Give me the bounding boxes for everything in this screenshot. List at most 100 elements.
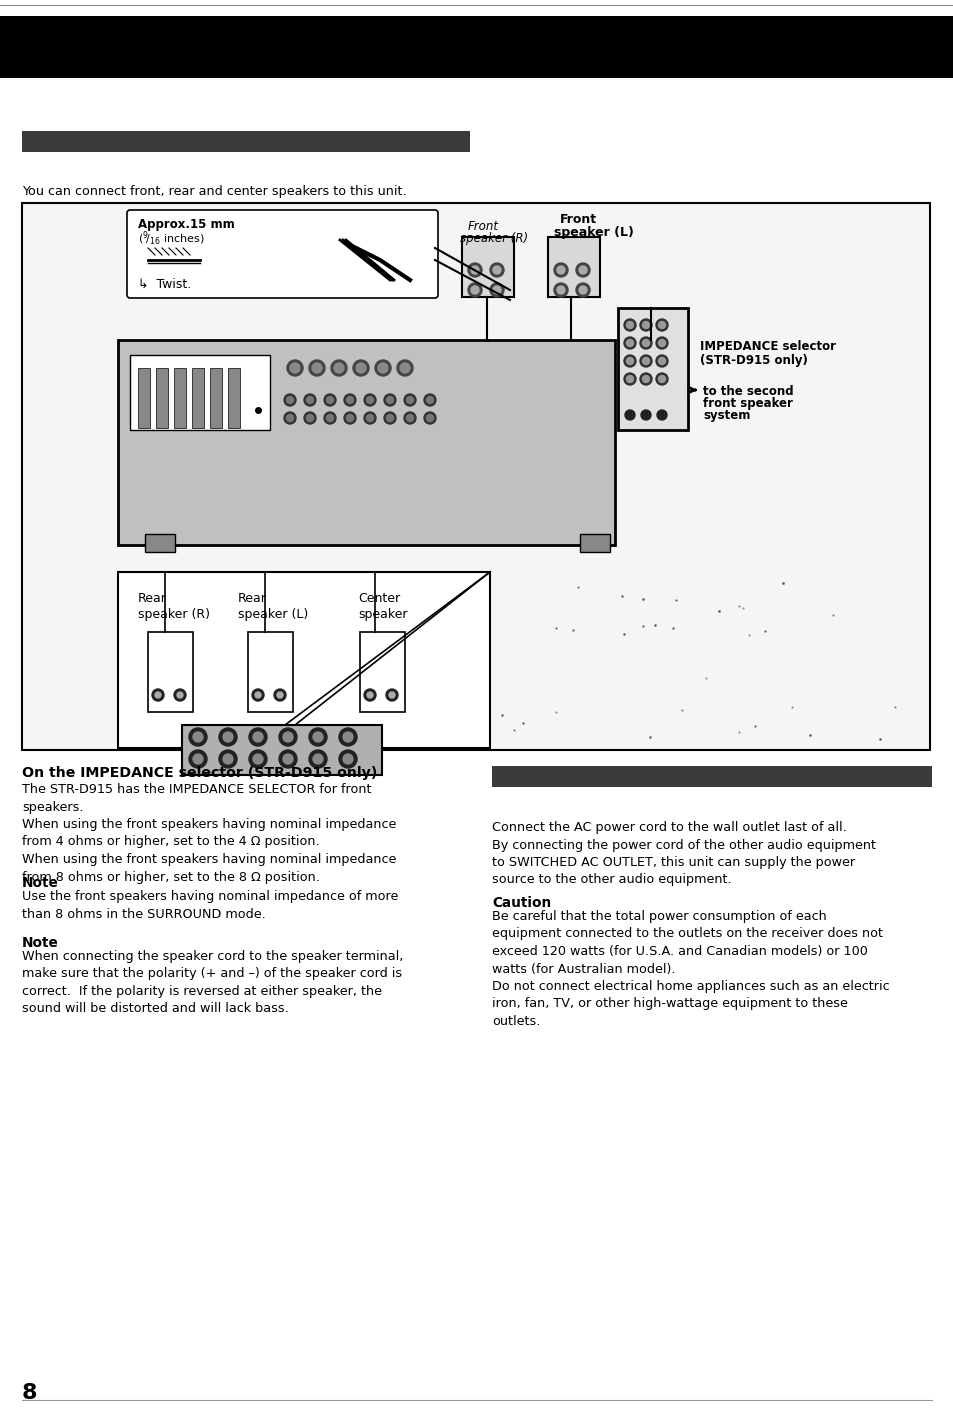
- Circle shape: [283, 754, 293, 764]
- Bar: [148, 633, 193, 712]
- Circle shape: [639, 337, 651, 349]
- Circle shape: [639, 373, 651, 385]
- Circle shape: [304, 395, 315, 406]
- Circle shape: [306, 396, 314, 403]
- Circle shape: [193, 754, 203, 764]
- Circle shape: [253, 733, 263, 743]
- Circle shape: [423, 395, 436, 406]
- Circle shape: [640, 410, 650, 420]
- Circle shape: [641, 376, 649, 382]
- Circle shape: [223, 733, 233, 743]
- Circle shape: [312, 364, 322, 373]
- Circle shape: [656, 318, 667, 331]
- Circle shape: [344, 411, 355, 424]
- Circle shape: [423, 411, 436, 424]
- Text: speaker (R): speaker (R): [459, 232, 528, 245]
- Bar: [228, 368, 240, 428]
- Circle shape: [219, 750, 236, 768]
- Circle shape: [557, 286, 564, 294]
- Circle shape: [557, 266, 564, 273]
- Circle shape: [278, 750, 296, 768]
- Circle shape: [375, 361, 391, 376]
- Circle shape: [284, 411, 295, 424]
- Circle shape: [576, 263, 589, 278]
- Circle shape: [290, 364, 299, 373]
- Bar: [118, 340, 615, 545]
- Circle shape: [626, 358, 633, 365]
- Bar: [130, 355, 270, 430]
- Text: (STR-D915 only): (STR-D915 only): [700, 354, 807, 366]
- Circle shape: [343, 733, 353, 743]
- Circle shape: [331, 361, 347, 376]
- Circle shape: [154, 692, 161, 697]
- Bar: [461, 237, 514, 297]
- Circle shape: [326, 396, 334, 403]
- Circle shape: [276, 692, 283, 697]
- Circle shape: [353, 361, 369, 376]
- Bar: [145, 534, 174, 552]
- Text: 8: 8: [22, 1384, 37, 1403]
- Bar: [118, 572, 490, 748]
- Bar: [182, 726, 381, 775]
- Circle shape: [639, 318, 651, 331]
- Circle shape: [493, 286, 500, 294]
- Bar: [210, 368, 222, 428]
- Circle shape: [406, 396, 413, 403]
- Circle shape: [346, 396, 354, 403]
- Circle shape: [623, 337, 636, 349]
- Circle shape: [384, 411, 395, 424]
- Circle shape: [324, 395, 335, 406]
- Circle shape: [399, 364, 410, 373]
- Circle shape: [173, 689, 186, 702]
- Circle shape: [554, 263, 567, 278]
- Circle shape: [355, 364, 366, 373]
- Circle shape: [334, 364, 344, 373]
- Text: Connect the AC power cord to the wall outlet last of all.
By connecting the powe: Connect the AC power cord to the wall ou…: [492, 821, 875, 886]
- Circle shape: [364, 689, 375, 702]
- Bar: [0, 15, 953, 77]
- Circle shape: [189, 728, 207, 745]
- Bar: [492, 766, 931, 788]
- Text: Rear
speaker (R): Rear speaker (R): [138, 592, 210, 621]
- Circle shape: [396, 361, 413, 376]
- Text: Front: Front: [559, 213, 597, 225]
- Circle shape: [152, 689, 164, 702]
- Circle shape: [386, 689, 397, 702]
- Circle shape: [641, 340, 649, 347]
- Circle shape: [490, 283, 503, 297]
- Circle shape: [249, 750, 267, 768]
- Circle shape: [658, 321, 665, 328]
- Bar: [547, 237, 599, 297]
- Circle shape: [493, 266, 500, 273]
- Circle shape: [313, 754, 323, 764]
- Text: Note: Note: [22, 876, 59, 890]
- Circle shape: [403, 395, 416, 406]
- Text: Be careful that the total power consumption of each
equipment connected to the o: Be careful that the total power consumpt…: [492, 910, 889, 1029]
- Circle shape: [384, 395, 395, 406]
- Circle shape: [656, 355, 667, 366]
- Circle shape: [426, 396, 433, 403]
- Text: ↳  Twist.: ↳ Twist.: [138, 278, 191, 292]
- Text: On the IMPEDANCE selector (STR-D915 only): On the IMPEDANCE selector (STR-D915 only…: [22, 766, 377, 781]
- Circle shape: [657, 410, 666, 420]
- Text: system: system: [702, 409, 750, 423]
- Circle shape: [249, 728, 267, 745]
- Circle shape: [286, 414, 294, 421]
- Circle shape: [326, 414, 334, 421]
- Circle shape: [641, 358, 649, 365]
- Text: Note: Note: [22, 936, 59, 950]
- Circle shape: [403, 411, 416, 424]
- Circle shape: [377, 364, 388, 373]
- Circle shape: [189, 750, 207, 768]
- Text: front speaker: front speaker: [702, 397, 792, 410]
- Text: Connecting Speaker Systems: Connecting Speaker Systems: [28, 155, 231, 169]
- Circle shape: [223, 754, 233, 764]
- Circle shape: [578, 266, 586, 273]
- Circle shape: [286, 396, 294, 403]
- Circle shape: [284, 395, 295, 406]
- Circle shape: [576, 283, 589, 297]
- Circle shape: [366, 414, 374, 421]
- Circle shape: [641, 321, 649, 328]
- Circle shape: [468, 263, 481, 278]
- Text: Front: Front: [468, 220, 498, 232]
